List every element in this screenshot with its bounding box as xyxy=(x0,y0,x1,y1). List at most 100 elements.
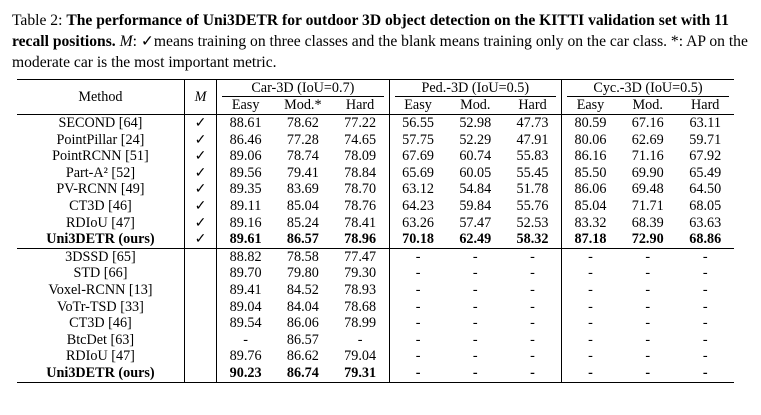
metric-cell: 68.05 xyxy=(689,197,722,214)
metric-cell: 70.18 xyxy=(388,231,447,249)
metric-cell: 72.90 xyxy=(631,231,664,248)
table-row: RDIoU [47] 89.76 86.62 79.04- - - - - - xyxy=(17,348,734,365)
results-table: Method M Car-3D (IoU=0.7) Ped.-3D (IoU=0… xyxy=(17,79,734,383)
metric-cell: - xyxy=(560,247,619,266)
metric-cell: 56.55 xyxy=(388,113,447,132)
metric-cell: 69.48 xyxy=(631,181,664,198)
metric-cell: - xyxy=(388,247,447,266)
three-class-check: ✓ xyxy=(183,197,217,215)
header-sub: Easy xyxy=(216,97,275,115)
metric-cell: 86.57 xyxy=(286,331,319,348)
method-name: BtcDet [63] xyxy=(66,331,135,348)
metric-cell: 71.71 xyxy=(631,197,664,214)
table-row: Part-A² [52] ✓ 89.56 79.41 78.84 65.69 60.05 55… xyxy=(17,164,734,182)
three-class-check xyxy=(183,298,217,316)
metric-cell: 89.11 xyxy=(216,197,275,215)
metric-cell: 62.49 xyxy=(459,231,492,248)
header-row-groups: Method M Car-3D (IoU=0.7) Ped.-3D (IoU=0… xyxy=(17,79,734,115)
table-row: BtcDet [63] -86.57- - - - - - - xyxy=(17,331,734,349)
metric-cell: - xyxy=(530,265,535,282)
metric-cell: 89.06 xyxy=(216,148,275,165)
metric-cell: 89.41 xyxy=(216,281,275,299)
metric-cell: - xyxy=(530,331,535,348)
metric-cell: 68.86 xyxy=(689,231,722,248)
metric-cell: - xyxy=(530,315,535,332)
metric-cell: - xyxy=(702,298,708,315)
metric-cell: - xyxy=(702,281,708,298)
metric-cell: 89.70 xyxy=(216,265,275,282)
metric-cell: - xyxy=(472,348,478,365)
header-sub: Hard xyxy=(345,97,375,113)
metric-cell: 62.69 xyxy=(631,131,664,148)
metric-cell: 87.18 xyxy=(560,231,619,249)
metric-cell: 89.54 xyxy=(216,315,275,332)
three-class-check: ✓ xyxy=(183,231,217,249)
method-name: Voxel-RCNN [13] xyxy=(48,281,153,298)
three-class-check: ✓ xyxy=(183,181,217,198)
metric-cell: 64.23 xyxy=(388,197,447,215)
metric-cell: 79.04 xyxy=(344,348,377,365)
metric-cell: 78.76 xyxy=(344,197,377,214)
table-row: Uni3DETR (ours) ✓ 89.61 86.57 78.96 70.18 62.4… xyxy=(17,231,734,249)
header-sub: Easy xyxy=(388,97,447,115)
metric-cell: 77.22 xyxy=(331,113,390,132)
metric-cell: 85.04 xyxy=(560,197,619,215)
method-name: STD [66] xyxy=(73,265,128,282)
metric-cell: 69.90 xyxy=(631,164,664,181)
metric-cell: 78.84 xyxy=(344,164,377,181)
metric-cell: - xyxy=(388,298,447,316)
metric-cell: 79.31 xyxy=(331,364,390,383)
three-class-check: ✓ xyxy=(183,131,217,149)
table-row: RDIoU [47] ✓ 89.16 85.24 78.41 63.26 57.47 52.5… xyxy=(17,214,734,232)
metric-cell: - xyxy=(560,364,619,383)
method-name: RDIoU [47] xyxy=(65,214,135,231)
table-caption: Table 2: The performance of Uni3DETR for… xyxy=(12,10,756,73)
header-row-sub: Easy Mod.* Hard Easy Mod. Hard Easy Mod.… xyxy=(17,97,734,115)
metric-cell: 60.74 xyxy=(459,148,492,165)
metric-cell: 55.83 xyxy=(516,148,549,165)
method-name: PV-RCNN [49] xyxy=(56,181,145,198)
metric-cell: - xyxy=(504,247,562,266)
metric-cell: 67.92 xyxy=(689,148,722,165)
metric-cell: 83.69 xyxy=(286,181,319,198)
metric-cell: 85.50 xyxy=(560,164,619,182)
metric-cell: - xyxy=(388,331,447,349)
metric-cell: - xyxy=(618,364,677,383)
metric-cell: - xyxy=(676,247,734,266)
metric-cell: - xyxy=(560,281,619,299)
metric-cell: 55.76 xyxy=(516,197,549,214)
method-name: Uni3DETR (ours) xyxy=(46,231,155,248)
metric-cell: - xyxy=(388,315,447,332)
metric-cell: 86.06 xyxy=(560,181,619,198)
method-name: 3DSSD [65] xyxy=(17,247,185,266)
metric-cell: - xyxy=(216,331,275,349)
metric-cell: 65.69 xyxy=(388,164,447,182)
metric-cell: 85.04 xyxy=(286,197,319,214)
metric-cell: 65.49 xyxy=(689,164,722,181)
table-row: VoTr-TSD [33] 89.04 84.04 78.68- - - - - - xyxy=(17,298,734,316)
metric-cell: - xyxy=(472,281,478,298)
metric-cell: 80.59 xyxy=(560,113,619,132)
three-class-check xyxy=(183,331,217,349)
metric-cell: 64.50 xyxy=(689,181,722,198)
metric-cell: 86.74 xyxy=(274,364,332,383)
metric-cell: 74.65 xyxy=(344,131,377,148)
metric-cell: - xyxy=(530,348,535,365)
method-name: RDIoU [47] xyxy=(65,348,135,365)
caption-m-symbol: M xyxy=(119,33,133,50)
header-sub: Easy xyxy=(560,97,619,115)
metric-cell: 83.32 xyxy=(560,214,619,232)
metric-cell: 89.76 xyxy=(216,348,275,365)
method-name: PointRCNN [51] xyxy=(52,148,149,165)
metric-cell: - xyxy=(676,364,734,383)
method-name: CT3D [46] xyxy=(69,315,132,332)
metric-cell: - xyxy=(560,348,619,365)
metric-cell: - xyxy=(472,265,478,282)
metric-cell: 63.11 xyxy=(676,113,734,132)
metric-cell: - xyxy=(645,315,651,332)
header-method: Method xyxy=(17,79,185,115)
header-sub: Mod.* xyxy=(284,97,322,113)
header-m: M xyxy=(183,79,217,115)
three-class-check xyxy=(183,348,217,365)
metric-cell: - xyxy=(472,331,478,348)
